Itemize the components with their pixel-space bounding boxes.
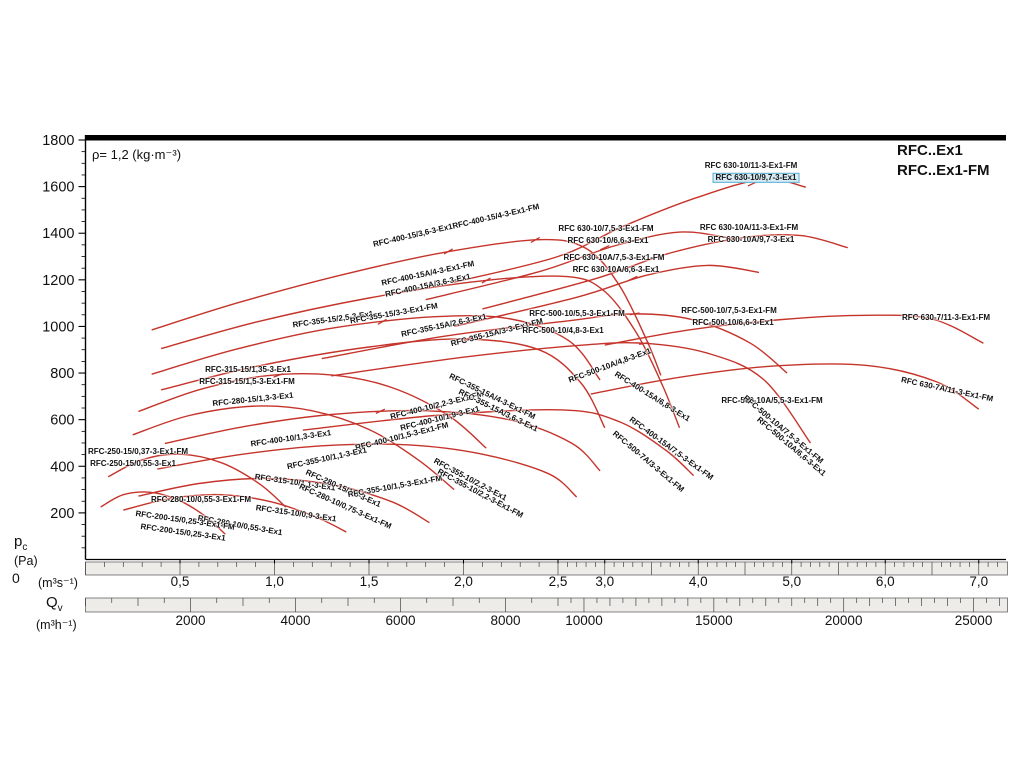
y-axis-zero-label: 0 — [12, 570, 20, 586]
x-tick-label-m3h: 8000 — [490, 613, 520, 628]
y-tick-label: 200 — [50, 506, 74, 522]
fan-curve — [138, 477, 430, 524]
x-tick-label-m3s: 1,0 — [265, 574, 284, 589]
power-segment-mark — [627, 275, 638, 282]
curve-label-highlighted[interactable]: RFC 630-10/9,7-3-Ex1 — [712, 172, 800, 184]
y-axis-symbol-sub: c — [22, 542, 28, 553]
fan-curve — [425, 231, 732, 301]
fan-curve — [160, 338, 606, 429]
fan-curve — [482, 233, 848, 310]
flow-ruler-m3h — [85, 597, 1008, 613]
y-tick-label: 400 — [50, 459, 74, 475]
flow-ruler-m3s — [85, 561, 1008, 576]
fan-curve — [160, 275, 681, 429]
x-axis-symbol: Q — [46, 594, 58, 611]
x-tick-label-m3s: 5,0 — [782, 574, 801, 589]
plot-top-border — [85, 135, 1006, 141]
y-tick-label: 600 — [50, 413, 74, 429]
x-tick-label-m3s: 3,0 — [595, 574, 614, 589]
fan-curve — [604, 314, 984, 346]
fan-curve — [157, 443, 578, 498]
power-segment-mark — [462, 335, 472, 343]
x-tick-label-m3h: 10000 — [565, 613, 603, 628]
power-segment-mark — [377, 318, 387, 325]
y-tick-label: 1400 — [42, 226, 74, 242]
x-tick-label-m3s: 2,0 — [454, 574, 473, 589]
fan-curve — [151, 314, 601, 381]
fan-curve — [151, 238, 662, 376]
x-unit-m3h: (m³h⁻¹) — [36, 618, 77, 632]
fan-curve — [453, 264, 760, 328]
legend-line-ex1: RFC..Ex1 — [897, 142, 963, 159]
y-axis-title: pc (Pa) — [14, 533, 38, 568]
fan-curve — [132, 405, 455, 491]
power-segment-mark — [638, 341, 650, 345]
power-segment-mark — [629, 312, 640, 316]
y-axis-symbol: p — [14, 533, 23, 550]
x-tick-label-m3s: 6,0 — [876, 574, 895, 589]
x-axis-symbol-sub: v — [57, 603, 63, 614]
power-segment-mark — [443, 248, 454, 255]
x-rulers: 0,5 1,0 1,5 2,0 2,5 3,0 4,0 5,0 6,0 7,0 2000 4000 60… — [85, 561, 1008, 628]
power-segment-mark — [273, 373, 284, 378]
x-tick-label-m3s: 4,0 — [689, 574, 708, 589]
y-tick-label: 800 — [50, 366, 74, 382]
y-tick-label: 1800 — [42, 133, 74, 149]
y-tick-label: 1600 — [42, 180, 74, 196]
x-tick-label-m3s: 1,5 — [360, 574, 379, 589]
x-tick-label-m3h: 4000 — [280, 613, 310, 628]
fan-curve — [123, 493, 347, 533]
fan-curve — [321, 313, 788, 374]
legend-line-ex1-fm: RFC..Ex1-FM — [897, 162, 990, 179]
fan-curve — [164, 409, 601, 472]
power-segment-mark — [530, 236, 540, 244]
fan-curve — [107, 453, 287, 508]
x-tick-label-m3h: 25000 — [955, 613, 993, 628]
x-unit-m3s: (m³s⁻¹) — [38, 576, 78, 590]
power-segment-mark — [358, 442, 369, 449]
y-axis-unit: (Pa) — [14, 554, 38, 568]
curves-layer — [100, 178, 984, 535]
power-segment-mark — [726, 236, 736, 242]
x-tick-label-m3s: 2,5 — [549, 574, 568, 589]
x-tick-label-m3s: 0,5 — [171, 574, 190, 589]
fan-curve — [331, 342, 812, 444]
y-tick-label: 1200 — [42, 273, 74, 289]
air-density-label: ρ= 1,2 (kg·m⁻³) — [92, 147, 182, 162]
fan-curve — [302, 409, 695, 477]
power-segment-mark — [375, 408, 386, 414]
y-tick-label: 1000 — [42, 319, 74, 335]
x-tick-label-m3h: 20000 — [825, 613, 863, 628]
fan-curve — [590, 363, 980, 410]
power-segment-mark — [481, 277, 491, 284]
axes: 200 400 600 800 1000 1200 1400 1600 1800 — [42, 133, 1006, 564]
x-tick-label-m3h: 15000 — [695, 613, 733, 628]
fan-curve — [138, 373, 487, 449]
power-segment-mark — [599, 244, 610, 251]
chart-legend: RFC..Ex1 RFC..Ex1-FM — [897, 141, 990, 181]
x-tick-label-m3h: 2000 — [175, 613, 205, 628]
x-tick-label-m3h: 6000 — [385, 613, 415, 628]
x-tick-label-m3s: 7,0 — [969, 574, 988, 589]
x-axis-title: Qv — [46, 594, 63, 614]
fan-curve — [100, 491, 226, 535]
